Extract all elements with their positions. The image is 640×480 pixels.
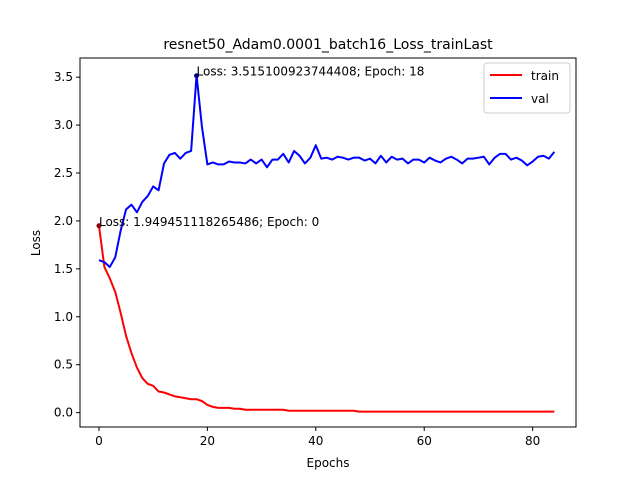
y-tick-label: 0.5 [54, 358, 73, 372]
annotation-label: Loss: 3.515100923744408; Epoch: 18 [197, 65, 425, 79]
x-axis-label: Epochs [307, 456, 350, 470]
legend-label-val: val [531, 92, 549, 106]
y-tick-label: 1.0 [54, 310, 73, 324]
y-tick-label: 2.5 [54, 166, 73, 180]
y-tick-label: 3.5 [54, 70, 73, 84]
legend: train val [483, 62, 571, 114]
x-tick-label: 20 [200, 434, 215, 448]
y-tick-label: 3.0 [54, 118, 73, 132]
annotation-marker [194, 73, 200, 79]
legend-label-train: train [531, 69, 559, 83]
y-tick-label: 2.0 [54, 214, 73, 228]
series-line-val [98, 74, 556, 268]
x-tick-label: 0 [95, 434, 103, 448]
x-tick-label: 80 [525, 434, 540, 448]
series-line-train [97, 225, 555, 413]
x-tick-label: 60 [417, 434, 432, 448]
plot-frame [79, 57, 577, 428]
y-tick-label: 1.5 [54, 262, 73, 276]
annotation-marker [96, 223, 102, 229]
annotation-label: Loss: 1.949451118265486; Epoch: 0 [99, 215, 319, 229]
chart-title: resnet50_Adam0.0001_batch16_Loss_trainLa… [163, 37, 493, 53]
y-axis-label: Loss [29, 230, 43, 256]
y-tick-label: 0.0 [54, 406, 73, 420]
x-tick-label: 40 [308, 434, 323, 448]
plot-area: Loss: 1.949451118265486; Epoch: 0 Loss: 3… [96, 65, 556, 413]
